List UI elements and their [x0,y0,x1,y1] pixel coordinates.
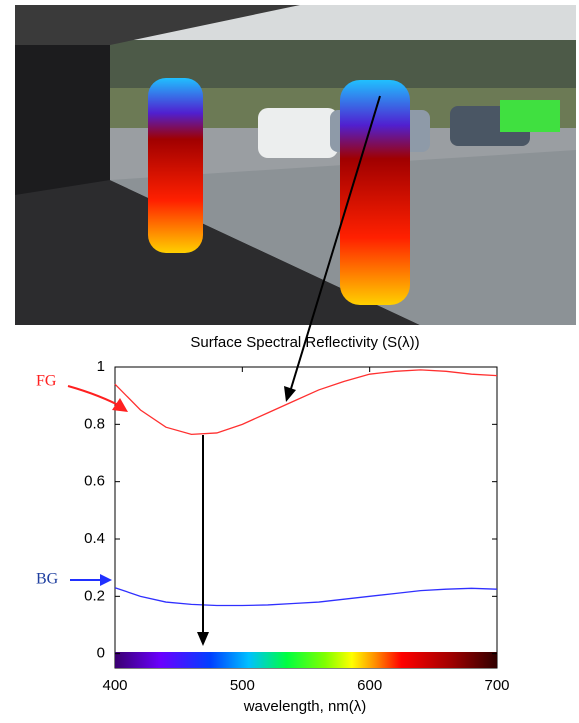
x-axis-label: wavelength, nm(λ) [243,698,367,715]
x-tick-label: 500 [230,677,255,694]
y-tick-label: 1 [97,358,105,375]
x-tick-label: 400 [102,677,127,694]
y-tick-label: 0 [97,645,105,662]
y-tick-label: 0.8 [84,415,105,432]
photo [15,5,576,325]
series-line [114,587,498,607]
x-tick-label: 700 [484,677,509,694]
series-line [114,369,498,436]
fg-annotation: FG [36,373,57,390]
y-tick-label: 0.4 [84,530,105,547]
x-tick-label: 600 [357,677,382,694]
y-tick-label: 0.6 [84,473,105,490]
plot: 0 0.2 0.4 0.6 0.8 1 400 500 600 700 [84,358,509,694]
y-tick-label: 0.2 [84,587,105,604]
bg-annotation: BG [36,571,59,588]
plot-frame [114,366,498,669]
arrows [67,95,381,646]
color-bar [115,652,497,668]
